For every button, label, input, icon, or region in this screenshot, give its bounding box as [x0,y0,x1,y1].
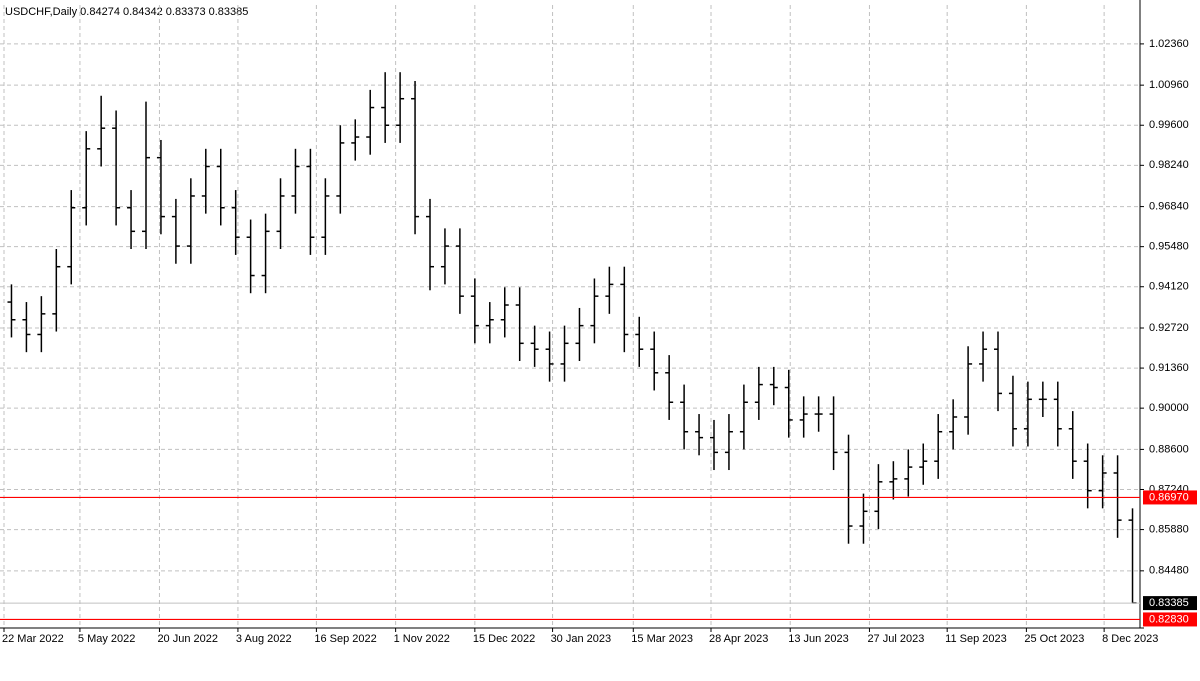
level-label-bg [1143,490,1197,505]
x-tick-label: 3 Aug 2022 [236,633,292,645]
y-tick-label: 0.90000 [1149,402,1189,414]
y-tick-label: 0.99600 [1149,119,1189,131]
x-tick-label: 15 Mar 2023 [631,633,693,645]
y-tick-label: 0.85880 [1149,523,1189,535]
x-tick-label: 22 Mar 2022 [2,633,64,645]
x-tick-label: 30 Jan 2023 [551,633,612,645]
x-tick-label: 25 Oct 2023 [1024,633,1084,645]
y-tick-label: 0.84480 [1149,565,1189,577]
price-label-bg [1143,596,1197,611]
y-tick-label: 0.95480 [1149,241,1189,253]
x-tick-label: 16 Sep 2022 [314,633,376,645]
x-tick-label: 5 May 2022 [78,633,135,645]
x-tick-label: 13 Jun 2023 [788,633,849,645]
y-tick-label: 0.92720 [1149,322,1189,334]
x-tick-label: 28 Apr 2023 [709,633,768,645]
chart-title: USDCHF,Daily 0.84274 0.84342 0.83373 0.8… [5,6,248,18]
y-tick-label: 0.94120 [1149,281,1189,293]
y-tick-label: 0.91360 [1149,362,1189,374]
level-label: 0.86970 [1149,491,1189,503]
y-tick-label: 0.96840 [1149,200,1189,212]
x-tick-label: 8 Dec 2023 [1102,633,1158,645]
price-label: 0.83385 [1149,597,1189,609]
x-tick-label: 27 Jul 2023 [867,633,924,645]
level-label-bg [1143,612,1197,627]
y-tick-label: 0.88600 [1149,443,1189,455]
y-tick-label: 0.98240 [1149,159,1189,171]
y-tick-label: 1.02360 [1149,38,1189,50]
x-tick-label: 20 Jun 2022 [157,633,218,645]
y-tick-label: 1.00960 [1149,79,1189,91]
x-tick-label: 1 Nov 2022 [394,633,450,645]
level-label: 0.82830 [1149,613,1189,625]
x-tick-label: 11 Sep 2023 [945,633,1007,645]
x-tick-label: 15 Dec 2022 [473,633,535,645]
